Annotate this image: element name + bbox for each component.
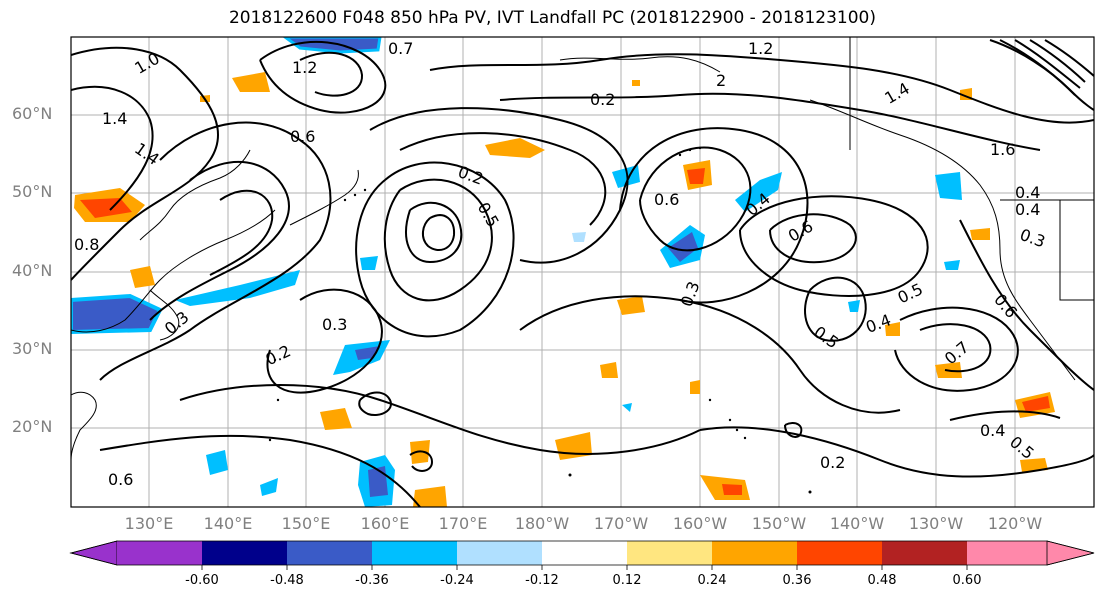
contour-label: 1.6	[990, 140, 1015, 159]
colorbar-tick-label: 0.24	[697, 573, 727, 588]
contour-label: 1.2	[748, 39, 773, 58]
contour-label: 1.2	[292, 58, 317, 77]
lon-label: 180°W	[514, 514, 570, 533]
lon-label: 140°E	[203, 514, 253, 533]
contour-label: 0.6	[654, 190, 679, 209]
colorbar	[69, 540, 1095, 570]
colorbar-extend-right	[1046, 540, 1095, 566]
colorbar-tick-label: 0.48	[867, 573, 897, 588]
lat-label-30n: 30°N	[12, 339, 53, 358]
contour-label: 0.2	[590, 90, 615, 109]
contour-label: 0.4	[1015, 200, 1040, 219]
contour-label: 1.4	[102, 109, 127, 128]
lon-label: 130°W	[908, 514, 964, 533]
lat-label-50n: 50°N	[12, 182, 53, 201]
contour-label: 0.2	[820, 453, 845, 472]
islands	[268, 146, 812, 494]
coastlines	[71, 37, 1094, 461]
colorbar-tick-label: -0.12	[525, 573, 559, 588]
lat-label-40n: 40°N	[12, 261, 53, 280]
contour-label: 0.6	[108, 470, 133, 489]
contour-label: 0.6	[290, 127, 315, 146]
contour-label: 0.4	[980, 421, 1005, 440]
colorbar-tick-label: -0.24	[440, 573, 474, 588]
colorbar-tick-label: 0.36	[782, 573, 812, 588]
contour-label: 0.8	[74, 235, 99, 254]
lon-label: 130°E	[124, 514, 174, 533]
colorbar-tick-label: -0.60	[185, 573, 219, 588]
lon-label: 170°W	[593, 514, 649, 533]
plot-border	[70, 36, 1095, 508]
contour-label: 0.3	[322, 315, 347, 334]
lon-label: 150°W	[751, 514, 807, 533]
colorbar-tick-label: -0.48	[270, 573, 304, 588]
lon-label: 150°E	[281, 514, 331, 533]
lon-label: 120°W	[987, 514, 1043, 533]
lat-label-20n: 20°N	[12, 417, 53, 436]
map-title: 2018122600 F048 850 hPa PV, IVT Landfall…	[228, 8, 876, 28]
pv-anomaly-fills	[71, 37, 1055, 507]
lon-label: 160°W	[672, 514, 728, 533]
contour-label: 2	[716, 71, 726, 90]
colorbar-extend-left	[69, 540, 118, 566]
lat-label-60n: 60°N	[12, 104, 53, 123]
lon-label: 140°W	[829, 514, 885, 533]
colorbar-tick-label: 0.60	[952, 573, 982, 588]
lon-label: 170°E	[438, 514, 488, 533]
contour-label: 0.7	[388, 39, 413, 58]
pv-contours	[71, 39, 1094, 507]
colorbar-tick-label: -0.36	[355, 573, 389, 588]
lon-label: 160°E	[360, 514, 410, 533]
colorbar-tick-label: 0.12	[612, 573, 642, 588]
contour-label: 0.4	[1015, 183, 1040, 202]
